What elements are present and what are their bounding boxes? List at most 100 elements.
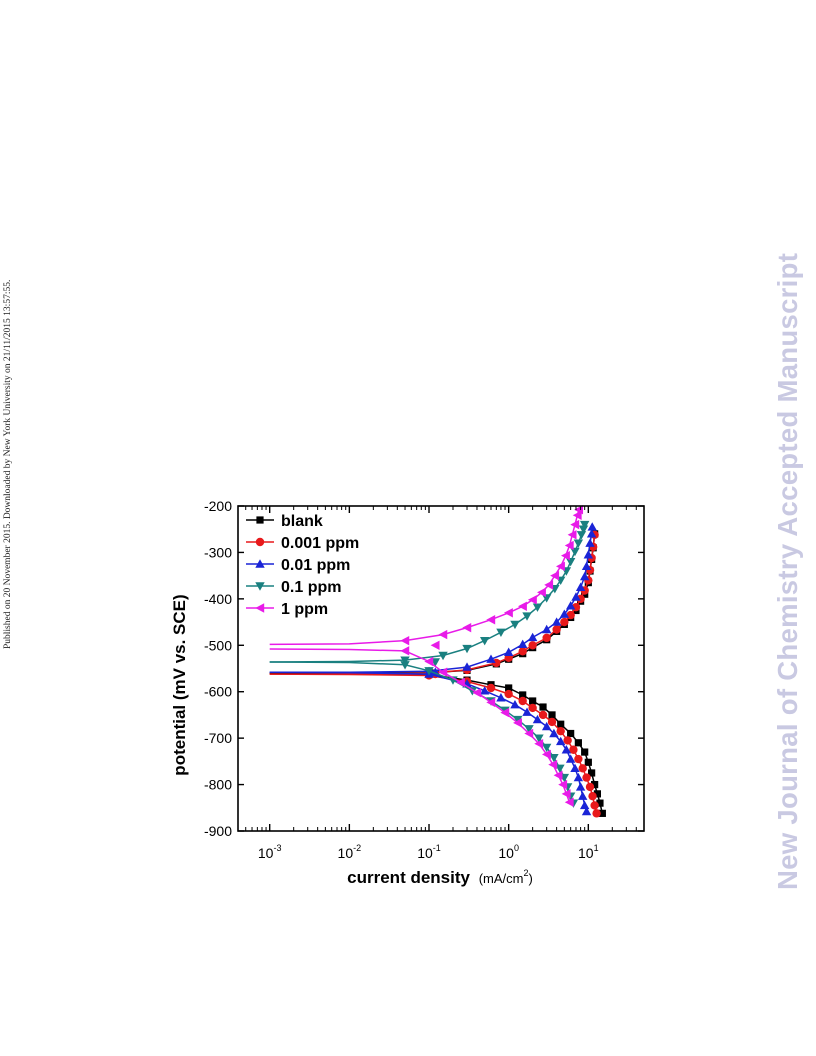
blank-cathodic-point [574, 739, 582, 747]
1-ppm-corrosion-point [430, 640, 440, 650]
0-1-ppm-anodic-point [532, 603, 543, 612]
1-ppm-anodic-point [570, 519, 580, 530]
1-ppm-cathodic-point [524, 728, 534, 739]
blank-cathodic-point [591, 780, 599, 789]
blank-cathodic-point [539, 703, 547, 711]
y-tick-label: -300 [204, 544, 232, 560]
0-1-ppm-anodic-point [541, 594, 552, 603]
legend-marker [255, 537, 265, 547]
0-1-ppm-cathodic-point [541, 743, 552, 753]
0-001-ppm-anodic-point [528, 641, 537, 650]
0-01-ppm-cathodic-point [532, 714, 543, 724]
1-ppm-cathodic-point [513, 718, 522, 728]
legend-label: 0.1 ppm [281, 579, 341, 596]
blank-cathodic-point [529, 697, 537, 705]
0-001-ppm-cathodic-point [556, 726, 565, 736]
x-tick-label: 100 [498, 843, 519, 861]
0-1-ppm-cathodic-point [513, 715, 523, 725]
1-ppm-cathodic-point [548, 759, 558, 770]
0-01-ppm-cathodic-point [573, 772, 584, 782]
y-tick-label: -700 [204, 730, 232, 746]
1-ppm-anodic-point [517, 601, 527, 611]
0-1-ppm-anodic-point [522, 612, 532, 621]
0-001-ppm-cathodic-point [590, 801, 599, 810]
blank-cathodic-point [588, 769, 596, 777]
1-ppm-cathodic-point [541, 749, 551, 760]
journal-watermark: New Journal of Chemistry Accepted Manusc… [772, 252, 803, 890]
0-01-ppm-cathodic-point [549, 728, 559, 738]
x-axis-label: current density (mA/cm2) [347, 868, 533, 887]
1-ppm-anodic-point [561, 550, 570, 561]
0-01-ppm-anodic-point [551, 617, 562, 626]
1-ppm-anodic-point [462, 622, 472, 633]
0-001-ppm-anodic-point [542, 633, 551, 643]
0-001-ppm-cathodic-point [578, 764, 587, 773]
0-001-ppm-cathodic-point [585, 782, 595, 792]
0-01-ppm-cathodic-point [510, 700, 520, 709]
1-ppm-anodic-point [550, 570, 560, 581]
y-tick-label: -900 [204, 823, 232, 839]
0-1-ppm-cathodic-point [400, 661, 410, 670]
0-001-ppm-cathodic-point [538, 710, 548, 720]
blank-cathodic-point [557, 720, 565, 728]
x-tick-label: 10-2 [338, 843, 362, 861]
blank-cathodic-point [519, 691, 527, 699]
x-axis-unit: (mA/cm [479, 871, 524, 886]
0-1-ppm-cathodic-point [534, 734, 544, 743]
polarization-chart: -200 -300 -400 -500 -600 -700 -800 -900 10-3 10-2… [168, 496, 650, 892]
1-ppm-cathodic-point [534, 739, 544, 749]
0-01-ppm-anodic-point [503, 647, 514, 656]
y-tick-label: -500 [204, 637, 232, 653]
0-01-ppm-anodic-point [583, 550, 594, 559]
0-01-ppm-anodic-point [462, 662, 472, 671]
1-ppm-anodic-point [555, 561, 565, 572]
0-01-ppm-anodic-point [517, 639, 528, 649]
0-01-ppm-anodic-point [486, 654, 496, 663]
0-01-ppm-cathodic-point [496, 693, 506, 702]
0-1-ppm-cathodic-point [549, 753, 559, 763]
1-ppm-anodic-point [503, 608, 513, 618]
blank-cathodic-point [548, 711, 556, 719]
series-4 [269, 505, 584, 807]
x-axis-unit-sup: 2 [523, 868, 528, 878]
0-01-ppm-cathodic-point [579, 800, 590, 810]
x-tick-label: 10-3 [258, 843, 282, 861]
legend-label: 0.01 ppm [281, 557, 350, 574]
blank-cathodic-point [567, 729, 575, 738]
1-ppm-cathodic-point [553, 770, 563, 780]
0-01-ppm-cathodic-point [561, 745, 572, 754]
plot-frame [237, 505, 645, 832]
0-001-ppm-cathodic-point [574, 754, 583, 764]
0-001-ppm-cathodic-point [486, 683, 496, 693]
axes: -200 -300 -400 -500 -600 -700 -800 -900 10-3 10-2… [204, 498, 645, 861]
blank-cathodic-point [581, 748, 589, 756]
0-001-ppm-anodic-point [560, 617, 569, 627]
0-01-ppm-cathodic-point [555, 736, 566, 746]
legend-marker [256, 516, 264, 524]
0-01-ppm-anodic-point [587, 522, 597, 531]
0-001-ppm-anodic-point [552, 625, 561, 634]
0-1-ppm-anodic-point [479, 636, 490, 646]
0-01-ppm-cathodic-point [565, 754, 576, 763]
0-001-ppm-cathodic-point [518, 696, 527, 706]
1-ppm-cathodic-point [561, 789, 571, 799]
1-ppm-cathodic-point [558, 779, 568, 790]
0-01-ppm-cathodic-point [541, 721, 552, 731]
0-1-ppm-anodic-point [579, 520, 590, 530]
0-01-ppm-cathodic-point [570, 763, 580, 773]
1-ppm-cathodic-point [486, 697, 496, 708]
1-ppm-cathodic-point [472, 687, 482, 698]
x-axis-unit-end: ) [529, 871, 533, 886]
0-001-ppm-cathodic-point [563, 736, 572, 745]
0-1-ppm-anodic-point [496, 628, 506, 637]
1-ppm-anodic-point [486, 615, 496, 625]
0-01-ppm-anodic-point [541, 624, 552, 634]
1-ppm-cathodic-point [456, 677, 465, 688]
1-ppm-cathodic-point [564, 797, 574, 807]
legend-marker [255, 603, 265, 613]
blank-cathodic-point [596, 799, 604, 807]
0-1-ppm-cathodic-point [555, 764, 565, 774]
1-ppm-anodic-point [564, 540, 574, 551]
0-1-ppm-cathodic-point [467, 687, 478, 696]
0-1-ppm-cathodic-point [424, 667, 434, 676]
